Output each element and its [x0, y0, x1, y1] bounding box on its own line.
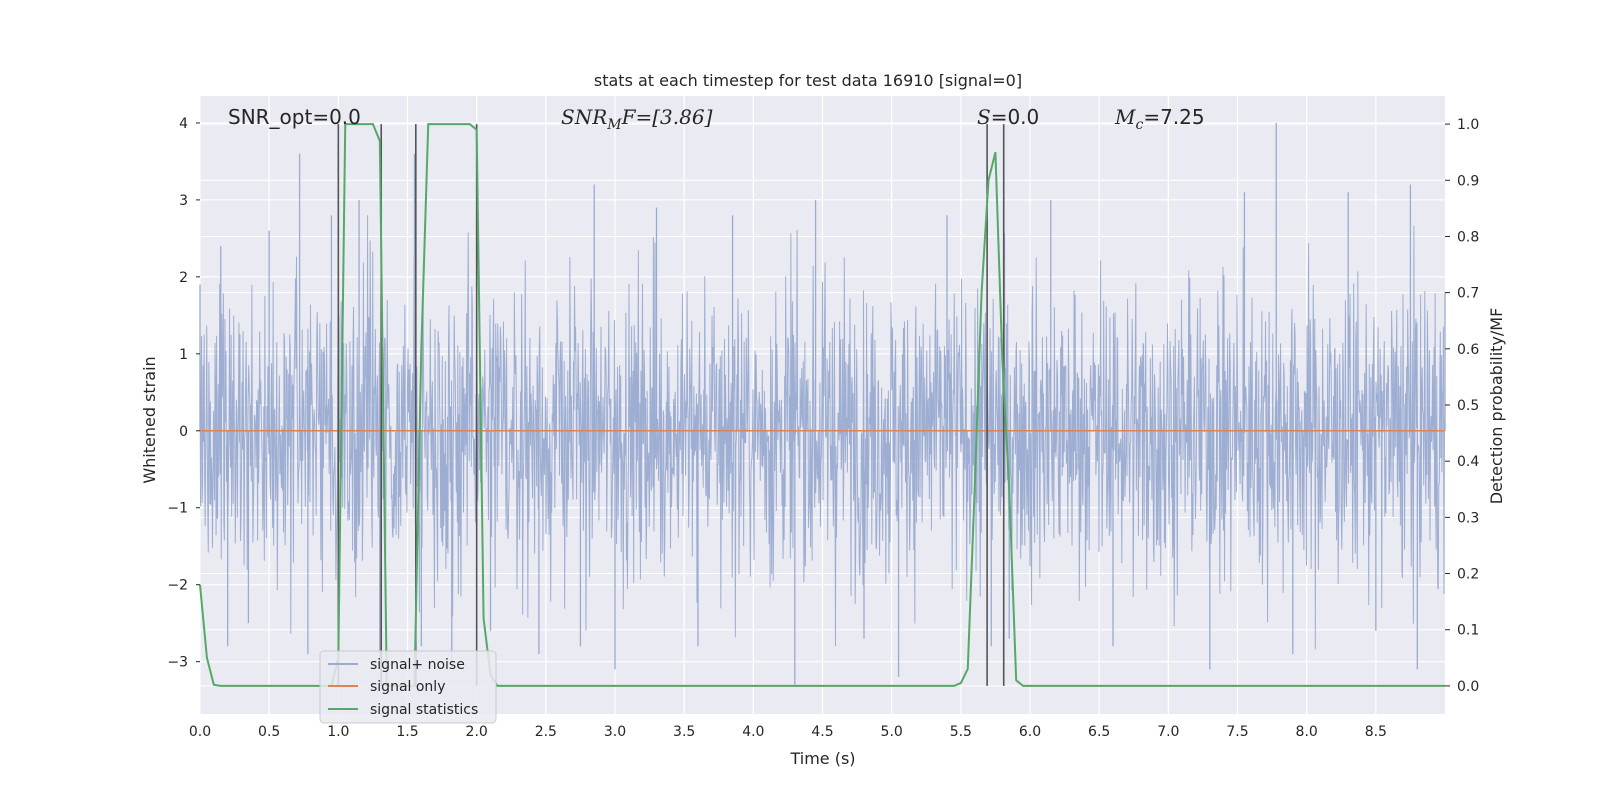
signal-noise-line	[199, 215, 1446, 650]
y2-tick-label-4: 0.4	[1457, 454, 1479, 470]
legend-label-signal-only: signal only	[370, 679, 445, 695]
annotation-snr-mf-base: SNR	[561, 105, 607, 129]
x-tick-label-8: 4.0	[742, 724, 764, 740]
legend: signal+ noise signal only signal statist…	[319, 650, 497, 724]
y-tick-label-6: 3	[179, 193, 188, 209]
x-tick-label-17: 8.5	[1365, 724, 1387, 740]
x-tick-label-12: 6.0	[1019, 724, 1041, 740]
x-tick-label-15: 7.5	[1226, 724, 1248, 740]
annotation-s-rest: =0.0	[991, 105, 1040, 129]
y2-axis-label: Detection probability/MF	[1487, 308, 1506, 505]
x-tick-label-4: 2.0	[466, 724, 488, 740]
legend-label-signal-noise: signal+ noise	[370, 657, 465, 673]
annotation-mc-sub: c	[1135, 117, 1143, 133]
y2-tick-label-5: 0.5	[1457, 398, 1479, 414]
y2-tick-label-1: 0.1	[1457, 623, 1479, 639]
x-tick-label-14: 7.0	[1157, 724, 1179, 740]
legend-box	[319, 650, 497, 724]
annotation-mc-rest: =7.25	[1143, 105, 1204, 129]
annotation-snr-mf-sub: M	[606, 117, 622, 133]
x-tick-label-11: 5.5	[950, 724, 972, 740]
series-signal-noise	[199, 122, 1446, 685]
y2-tick-label-0: 0.0	[1457, 679, 1479, 695]
legend-label-signal-statistics: signal statistics	[370, 702, 478, 718]
annotation-mc-base: M	[1114, 105, 1136, 129]
y-axis-label: Whitened strain	[140, 356, 159, 483]
y2-tick-label-9: 0.9	[1457, 173, 1479, 189]
x-tick-label-1: 0.5	[258, 724, 280, 740]
x-tick-label-16: 8.0	[1296, 724, 1318, 740]
annotation-snr-mf-rest: F=[3.86]	[621, 105, 713, 129]
y-tick-label-4: 1	[179, 347, 188, 363]
x-tick-label-3: 1.5	[396, 724, 418, 740]
y-tick-label-0: −3	[167, 655, 188, 671]
x-tick-label-7: 3.5	[673, 724, 695, 740]
x-tick-label-6: 3.0	[604, 724, 626, 740]
series-signal-statistics	[199, 123, 1445, 687]
x-tick-label-0: 0.0	[189, 724, 211, 740]
x-tick-label-9: 4.5	[811, 724, 833, 740]
y2-tick-label-3: 0.3	[1457, 510, 1479, 526]
y-tick-label-1: −2	[167, 578, 188, 594]
y2-tick-label-8: 0.8	[1457, 229, 1479, 245]
y-tick-label-3: 0	[179, 424, 188, 440]
signal-statistics-line	[199, 123, 1445, 687]
x-tick-label-13: 6.5	[1088, 724, 1110, 740]
y-axis-ticks: −3 −2 −1 0 1 2 3 4	[167, 116, 200, 671]
y2-tick-label-10: 1.0	[1457, 117, 1479, 133]
chart-title: stats at each timestep for test data 169…	[594, 71, 1022, 90]
y-tick-label-2: −1	[167, 501, 188, 517]
x-tick-label-5: 2.5	[535, 724, 557, 740]
y-tick-label-5: 2	[179, 270, 188, 286]
y2-axis-ticks: 0.0 0.1 0.2 0.3 0.4 0.5 0.6 0.7 0.8 0.9 1.0	[1445, 117, 1479, 695]
x-axis-label: Time (s)	[789, 749, 855, 768]
y2-tick-label-6: 0.6	[1457, 342, 1479, 358]
y-tick-label-7: 4	[179, 116, 188, 132]
y2-tick-label-7: 0.7	[1457, 286, 1479, 302]
y2-tick-label-2: 0.2	[1457, 567, 1479, 583]
annotations: SNR_opt=0.0 SNRMF=[3.86] S=0.0 Mc=7.25	[228, 105, 1205, 133]
annotation-s-var: S	[977, 105, 991, 129]
annotation-mc: Mc=7.25	[1114, 105, 1205, 133]
annotation-snr-opt: SNR_opt=0.0	[228, 105, 361, 129]
annotation-s: S=0.0	[977, 105, 1039, 129]
x-tick-label-10: 5.0	[881, 724, 903, 740]
x-tick-label-2: 1.0	[327, 724, 349, 740]
annotation-snr-mf: SNRMF=[3.86]	[561, 105, 713, 133]
x-axis-ticks: 0.0 0.5 1.0 1.5 2.0 2.5 3.0 3.5 4.0 4.5 5.0 5.5 6.0 6…	[189, 724, 1387, 740]
